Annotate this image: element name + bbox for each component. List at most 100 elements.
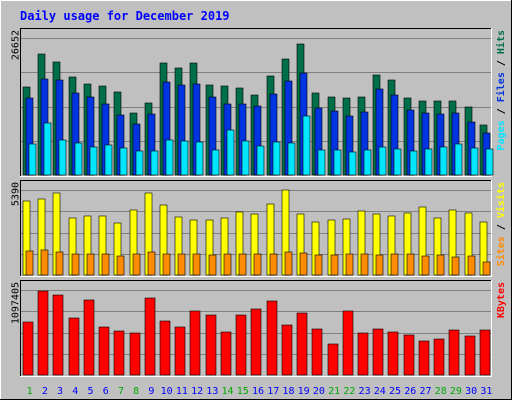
bar-hits-pages-day-12 <box>195 141 204 176</box>
bar-visits-sites-day-10 <box>162 253 171 276</box>
day-label-26: 26 <box>404 386 416 397</box>
bar-kbytes-kbytes-day-29 <box>448 329 460 376</box>
day-label-1: 1 <box>27 386 33 397</box>
legend-label-part: Visits <box>495 182 507 218</box>
bar-hits-pages-day-23 <box>363 149 372 176</box>
bar-visits-sites-day-11 <box>177 253 186 276</box>
bar-kbytes-kbytes-day-17 <box>266 300 278 376</box>
bar-kbytes-kbytes-day-13 <box>205 314 217 376</box>
day-label-20: 20 <box>313 386 325 397</box>
bar-hits-pages-day-21 <box>333 149 342 176</box>
bar-hits-pages-day-30 <box>470 147 479 176</box>
bar-visits-sites-day-4 <box>71 253 80 276</box>
day-label-17: 17 <box>267 386 279 397</box>
bar-kbytes-kbytes-day-5 <box>83 299 95 376</box>
legend-label-part: Pages <box>496 120 507 150</box>
bar-visits-sites-day-14 <box>223 253 232 276</box>
bar-kbytes-kbytes-day-7 <box>113 330 125 376</box>
day-label-19: 19 <box>298 386 310 397</box>
bar-hits-pages-day-24 <box>378 146 387 176</box>
bar-visits-sites-day-19 <box>299 252 308 276</box>
bar-kbytes-kbytes-day-3 <box>52 294 64 376</box>
bar-kbytes-kbytes-day-4 <box>68 317 80 376</box>
bar-hits-pages-day-18 <box>287 142 296 176</box>
day-label-25: 25 <box>389 386 401 397</box>
bar-visits-sites-day-12 <box>192 253 201 276</box>
bar-kbytes-kbytes-day-1 <box>22 321 34 376</box>
bar-visits-sites-day-6 <box>101 253 110 276</box>
legend-label-part: / <box>496 102 507 120</box>
legend-label-part: Hits <box>495 30 507 54</box>
day-label-16: 16 <box>252 386 264 397</box>
bar-hits-pages-day-19 <box>302 115 311 176</box>
day-label-5: 5 <box>88 386 94 397</box>
day-label-8: 8 <box>133 386 139 397</box>
bar-hits-pages-day-3 <box>58 139 67 176</box>
day-label-24: 24 <box>374 386 386 397</box>
bar-visits-sites-day-23 <box>360 253 369 276</box>
bar-kbytes-kbytes-day-16 <box>250 308 262 376</box>
bar-kbytes-kbytes-day-6 <box>98 326 110 376</box>
day-label-9: 9 <box>148 386 154 397</box>
bar-hits-pages-day-1 <box>28 143 37 176</box>
bar-visits-sites-day-27 <box>421 255 430 276</box>
bar-hits-pages-day-8 <box>135 150 144 176</box>
legend-label-part: Files <box>495 72 507 102</box>
panel-kbytes: 1097405 KBytes <box>10 280 507 377</box>
bar-kbytes-kbytes-day-14 <box>220 331 232 376</box>
bar-hits-pages-day-7 <box>119 147 128 176</box>
bar-kbytes-kbytes-day-9 <box>144 297 156 376</box>
chart-panels: 26652 Pages / Files / Hits 5390 Sites / Vis… <box>10 28 507 377</box>
bar-hits-pages-day-26 <box>409 150 418 176</box>
bar-visits-sites-day-7 <box>116 255 125 276</box>
bar-kbytes-kbytes-day-28 <box>433 338 445 376</box>
bar-visits-sites-day-1 <box>25 250 34 276</box>
bar-visits-sites-day-15 <box>238 253 247 276</box>
bar-visits-sites-day-8 <box>132 253 141 276</box>
bar-visits-sites-day-25 <box>390 253 399 276</box>
day-label-11: 11 <box>176 386 188 397</box>
bar-hits-pages-day-6 <box>104 144 113 176</box>
bar-visits-sites-day-9 <box>147 251 156 276</box>
bar-hits-pages-day-16 <box>256 145 265 176</box>
bar-hits-pages-day-29 <box>454 143 463 176</box>
bar-kbytes-kbytes-day-10 <box>159 320 171 376</box>
bar-visits-sites-day-26 <box>406 253 415 276</box>
bar-hits-pages-day-27 <box>424 148 433 176</box>
legend-label-part: Sites <box>495 236 507 266</box>
day-axis-labels: 1 2 3 4 5 6 7 8 9 10 11 12 13 14 15 16 17 18 19 20 21 22 23 24 2… <box>27 386 493 397</box>
bar-hits-pages-day-20 <box>317 149 326 176</box>
legend-label-part: / <box>496 218 507 236</box>
bar-visits-sites-day-22 <box>345 253 354 276</box>
bar-visits-sites-day-13 <box>208 254 217 276</box>
bar-hits-pages-day-28 <box>439 146 448 176</box>
bar-hits-pages-day-9 <box>150 150 159 176</box>
bar-kbytes-kbytes-day-8 <box>129 332 141 376</box>
bar-kbytes-kbytes-day-26 <box>403 334 415 376</box>
bar-hits-pages-day-17 <box>272 141 281 176</box>
bar-hits-pages-day-15 <box>241 140 250 176</box>
bar-kbytes-kbytes-day-15 <box>235 314 247 376</box>
day-label-15: 15 <box>237 386 249 397</box>
day-label-13: 13 <box>206 386 218 397</box>
bar-kbytes-kbytes-day-25 <box>387 331 399 376</box>
day-label-22: 22 <box>343 386 355 397</box>
bar-visits-sites-day-5 <box>86 253 95 276</box>
bar-visits-sites-day-28 <box>436 254 445 276</box>
bar-kbytes-kbytes-day-12 <box>189 310 201 376</box>
panel-visits-legend-label: Sites / Visits <box>495 182 507 266</box>
day-label-6: 6 <box>103 386 109 397</box>
bar-kbytes-kbytes-day-2 <box>37 290 49 376</box>
day-label-29: 29 <box>450 386 462 397</box>
panel-visits: 5390 Sites / Visits <box>10 180 507 277</box>
bar-kbytes-kbytes-day-21 <box>327 343 339 376</box>
bar-hits-pages-day-31 <box>485 148 494 176</box>
day-label-12: 12 <box>191 386 203 397</box>
panel-hits: 26652 Pages / Files / Hits <box>10 28 507 177</box>
bar-hits-pages-day-25 <box>393 148 402 176</box>
bar-visits-sites-day-21 <box>330 254 339 276</box>
bar-kbytes-kbytes-day-31 <box>479 329 491 376</box>
bar-visits-sites-day-2 <box>40 249 49 276</box>
day-label-7: 7 <box>118 386 124 397</box>
